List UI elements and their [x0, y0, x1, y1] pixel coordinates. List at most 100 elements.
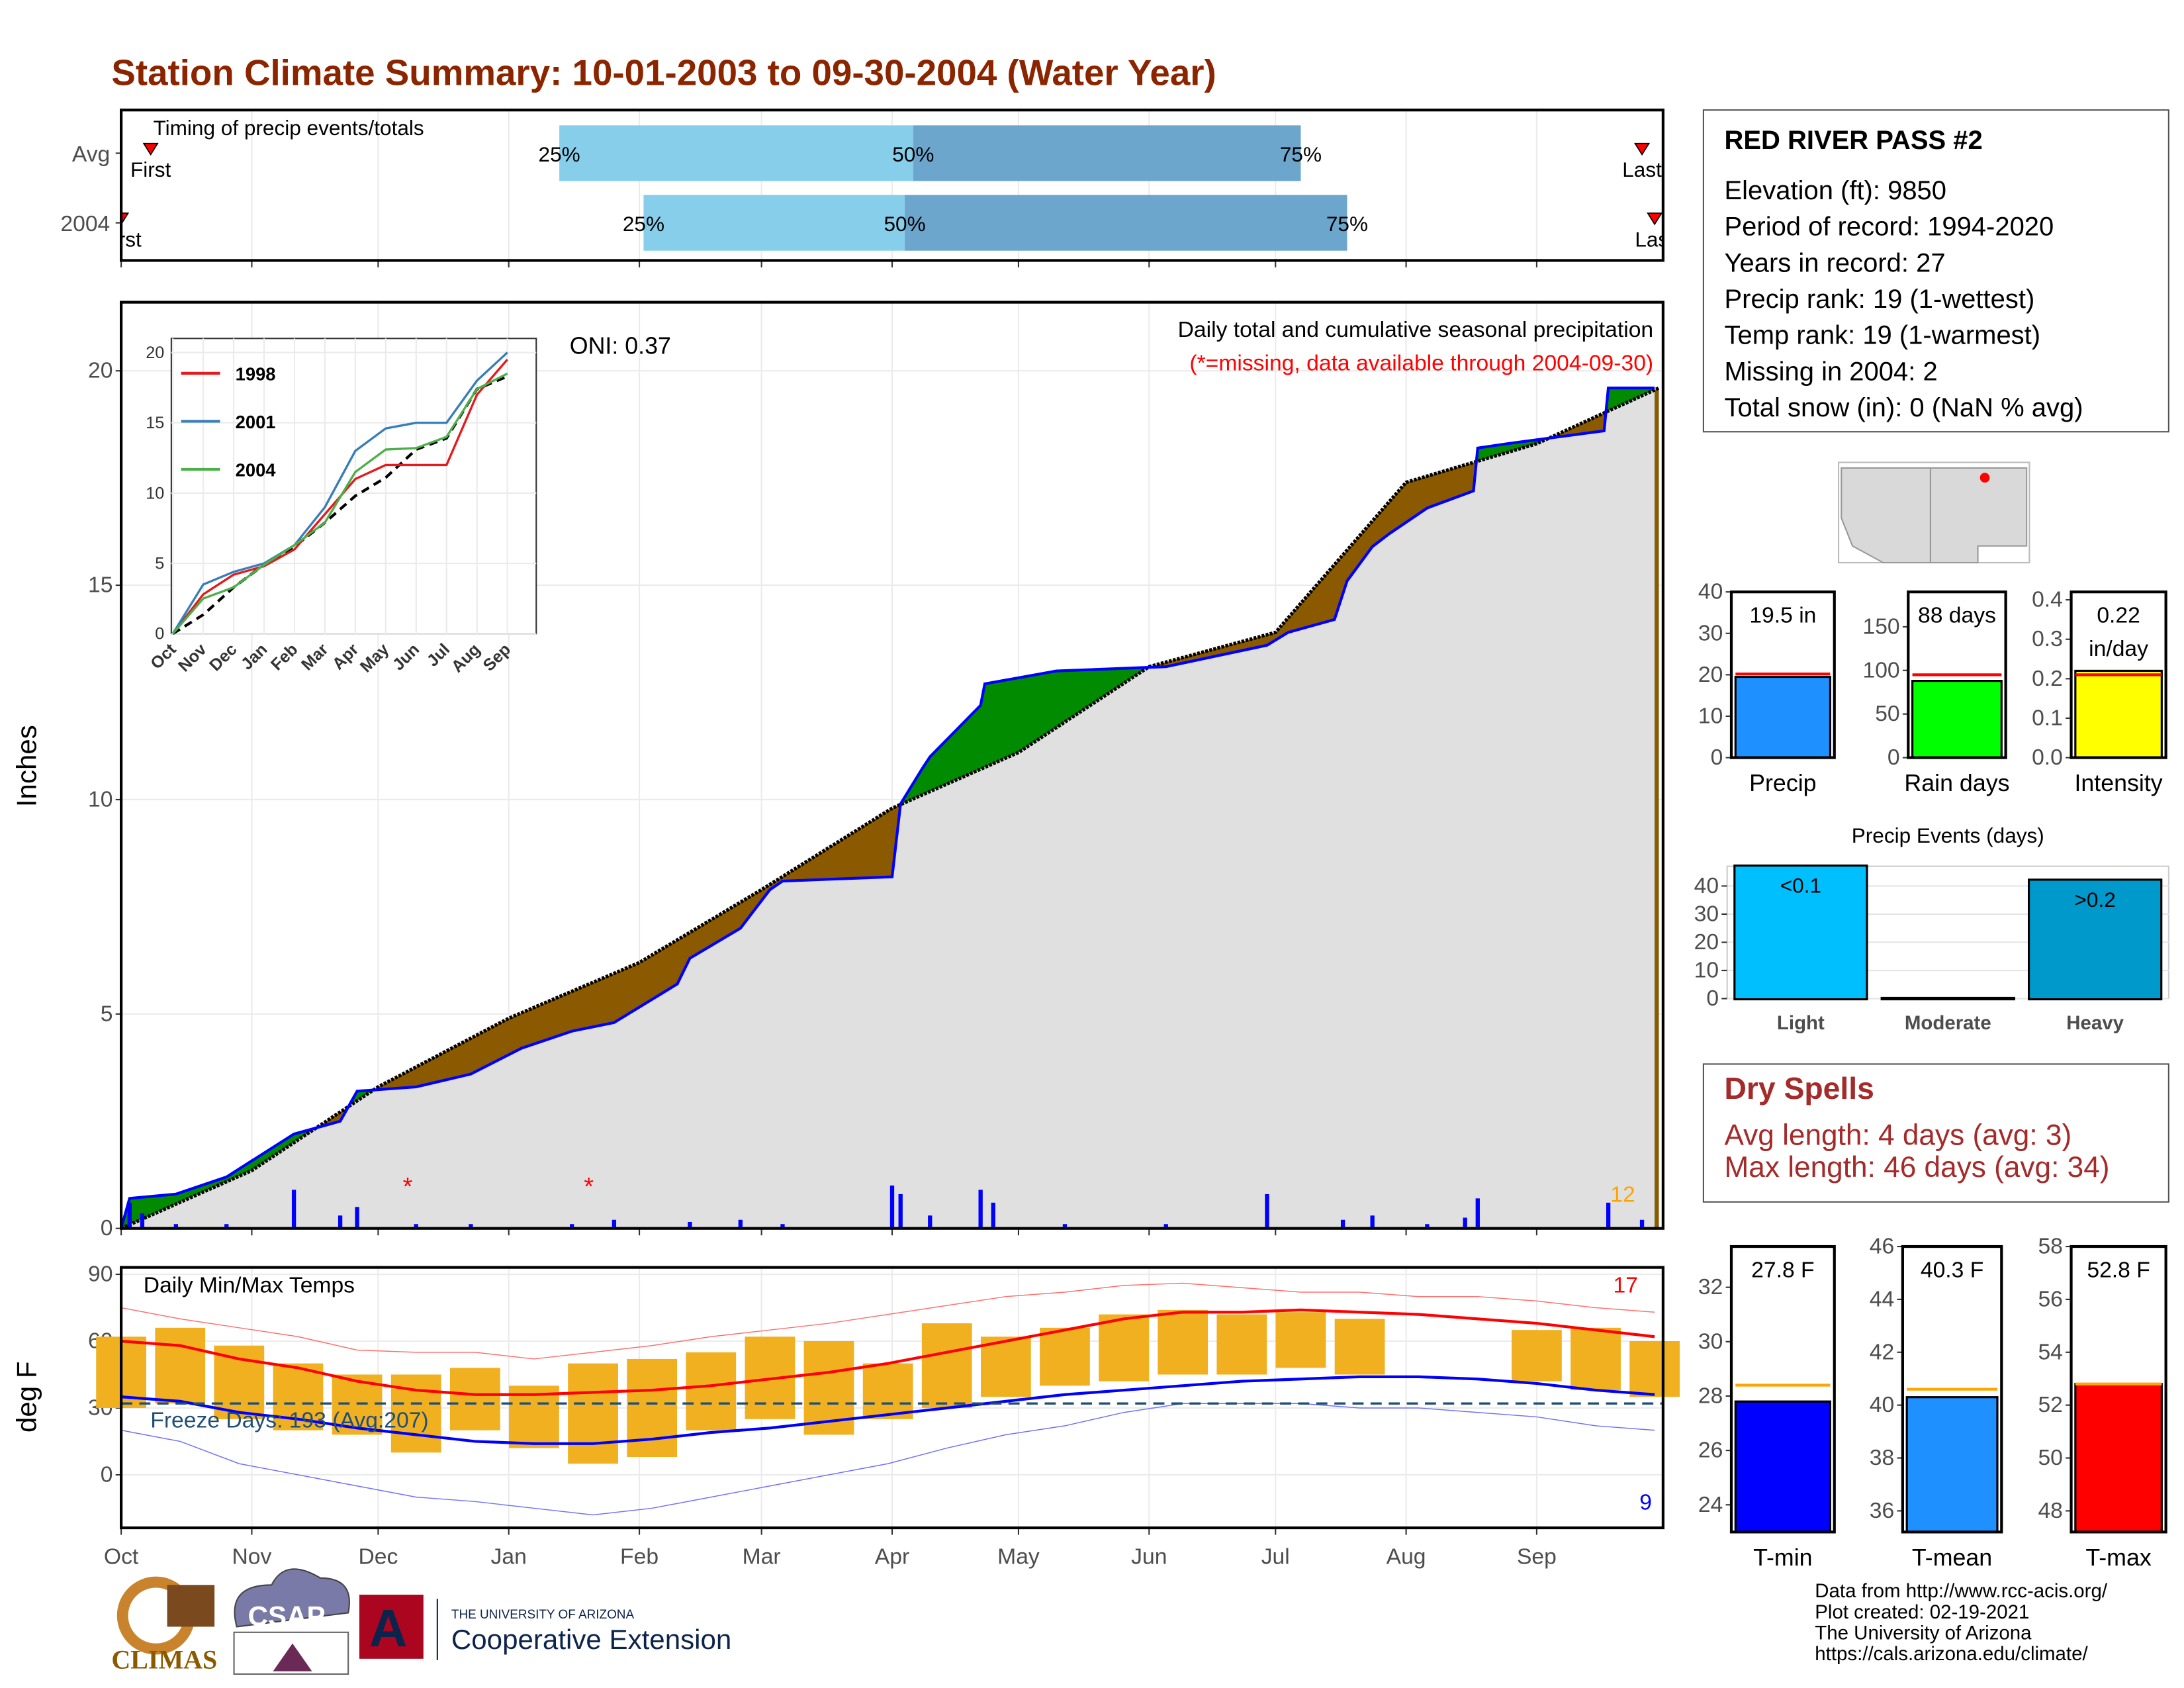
y-tick-label: 28	[1698, 1383, 1723, 1408]
x-tick-label: Apr	[875, 1545, 909, 1570]
event-label: Last	[1622, 158, 1662, 181]
temp-range-bar	[1334, 1319, 1385, 1375]
y-tick-label: 54	[2038, 1340, 2062, 1364]
oni-label: ONI: 0.37	[570, 332, 671, 359]
x-axis-label: T-min	[1753, 1544, 1812, 1571]
y-tick-label: 15	[146, 414, 164, 432]
y-tick-label: 0.2	[2032, 667, 2063, 691]
footer-line: https://cals.arizona.edu/climate/	[1815, 1643, 2088, 1665]
cumulative-line	[120, 386, 1655, 1229]
quartile-bar	[905, 195, 1347, 251]
x-tick-label: Jul	[1261, 1545, 1290, 1570]
x-tick-label: Sep	[1517, 1545, 1557, 1570]
quartile-bar	[913, 125, 1301, 181]
event-marker	[142, 142, 159, 156]
daily-bar	[1265, 1194, 1269, 1229]
temp-range-bar	[1040, 1327, 1090, 1386]
gauge-frame	[1729, 590, 1836, 759]
daily-bar	[338, 1215, 343, 1229]
station-line: Missing in 2004: 2	[1724, 357, 1937, 386]
footer-line: Data from http://www.rcc-acis.org/	[1815, 1580, 2108, 1602]
x-tick-label: Mar	[743, 1545, 781, 1570]
x-axis-label: Precip	[1749, 770, 1816, 796]
y-tick-label: 0	[155, 625, 164, 643]
daily-bar	[1639, 1219, 1645, 1229]
bar	[1880, 996, 2015, 1001]
station-line: Total snow (in): 0 (NaN % avg)	[1724, 393, 2083, 422]
daily-bar	[570, 1224, 574, 1229]
station-line: Period of record: 1994-2020	[1724, 212, 2054, 242]
gauge-frame	[1901, 1244, 2003, 1534]
x-tick-label: Aug	[1387, 1545, 1426, 1570]
gauge-frame	[1729, 1244, 1836, 1534]
daily-bar	[127, 1202, 132, 1229]
value-label: 52.8 F	[2087, 1258, 2150, 1282]
event-marker	[1634, 142, 1651, 156]
y-axis-label: deg F	[11, 1361, 42, 1432]
x-axis-label: T-max	[2085, 1544, 2151, 1571]
y-tick-label: 90	[88, 1262, 113, 1287]
temp-range-bar	[627, 1358, 678, 1458]
daily-bar	[928, 1215, 933, 1229]
daily-bar	[1062, 1224, 1068, 1229]
daily-bar	[780, 1224, 785, 1229]
event-marker	[121, 212, 130, 226]
logo-mark: A	[369, 1599, 408, 1658]
station-line: Precip rank: 19 (1-wettest)	[1724, 285, 2034, 314]
logos: CLIMAS CSAP A THE UNIVERSITY OF ARIZONA …	[111, 1568, 731, 1675]
y-tick-label: 0	[1888, 745, 1900, 770]
station-title: RED RIVER PASS #2	[1724, 126, 1982, 155]
y-tick-label: 38	[1870, 1446, 1894, 1470]
x-tick-label: Feb	[620, 1545, 659, 1570]
temp-range-bar	[568, 1363, 618, 1464]
chart-title: Precip Events (days)	[1852, 823, 2044, 847]
daily-bar	[738, 1219, 743, 1229]
row-label: 2004	[60, 212, 110, 236]
corner-label: 12	[1610, 1183, 1635, 1207]
x-tick-label: Jun	[1131, 1545, 1167, 1570]
panel-frame	[119, 109, 1664, 262]
y-tick-label: 0	[101, 1216, 113, 1241]
bar	[2028, 878, 2163, 1001]
y-tick-label: 50	[1875, 702, 1899, 726]
station-line: Temp rank: 19 (1-warmest)	[1724, 321, 2040, 350]
temp-range-bar	[1570, 1327, 1621, 1391]
quantile-label: 50%	[884, 212, 926, 236]
y-tick-label: 58	[2038, 1235, 2062, 1259]
cumulative-line	[120, 386, 1660, 1231]
y-tick-label: 50	[2038, 1446, 2062, 1470]
y-tick-label: 36	[1870, 1499, 1894, 1523]
temp-range-bar	[862, 1363, 913, 1419]
temp-range-bar	[449, 1368, 500, 1430]
quantile-label: 25%	[539, 142, 580, 166]
daily-bar	[898, 1194, 903, 1229]
temp-line	[120, 1375, 1655, 1445]
value-label: 0.22	[2097, 603, 2140, 628]
y-tick-label: 48	[2038, 1499, 2062, 1523]
daily-bar	[889, 1185, 895, 1229]
value-label: 88 days	[1918, 603, 1996, 628]
panel-title: Timing of precip events/totals	[154, 116, 424, 140]
x-tick-label: Heavy	[2066, 1012, 2124, 1034]
missing-marker: *	[403, 1173, 413, 1201]
x-tick-label: Oct	[104, 1545, 139, 1570]
event-label: First	[101, 227, 142, 251]
dry-spell-box	[1702, 1063, 2169, 1203]
quantile-label: 50%	[892, 142, 934, 166]
daily-bar	[224, 1224, 229, 1229]
y-tick-label: 0.4	[2032, 588, 2063, 612]
y-tick-label: 24	[1698, 1493, 1723, 1517]
station-line: Years in record: 27	[1724, 248, 1945, 277]
value-label: 19.5 in	[1749, 603, 1816, 628]
x-tick-label: Light	[1777, 1012, 1825, 1034]
inset-panel	[170, 338, 537, 635]
y-tick-label: 44	[1870, 1287, 1894, 1311]
page-title: Station Climate Summary: 10-01-2003 to 0…	[111, 52, 1216, 93]
y-tick-label: 10	[1694, 959, 1719, 983]
daily-bar	[355, 1207, 359, 1229]
event-marker	[1647, 212, 1663, 226]
freeze-label: Freeze Days: 193 (Avg:207)	[150, 1409, 428, 1433]
panel-title: Daily Min/Max Temps	[144, 1273, 355, 1297]
temp-range-bar	[155, 1327, 206, 1404]
